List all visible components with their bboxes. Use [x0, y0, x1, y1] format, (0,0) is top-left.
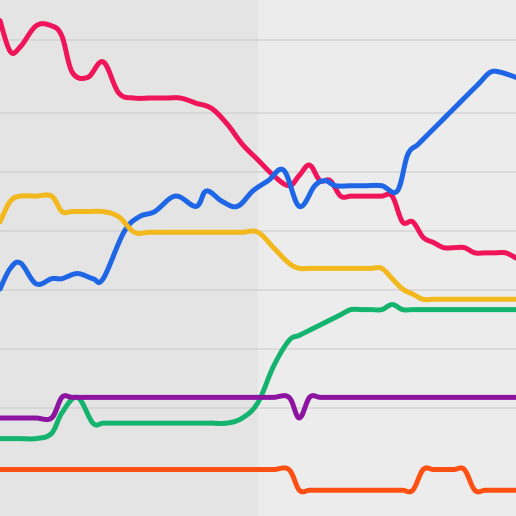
series-line-6: [0, 465, 516, 495]
series-line-3: [0, 192, 516, 303]
series-line-2: [0, 68, 516, 292]
gridlines: [0, 39, 516, 409]
chart-shaded-band: [0, 0, 258, 516]
series-line-1: [0, 18, 516, 261]
series-lines: [0, 18, 516, 495]
series-line-5: [0, 393, 516, 423]
series-line-4: [0, 301, 516, 442]
